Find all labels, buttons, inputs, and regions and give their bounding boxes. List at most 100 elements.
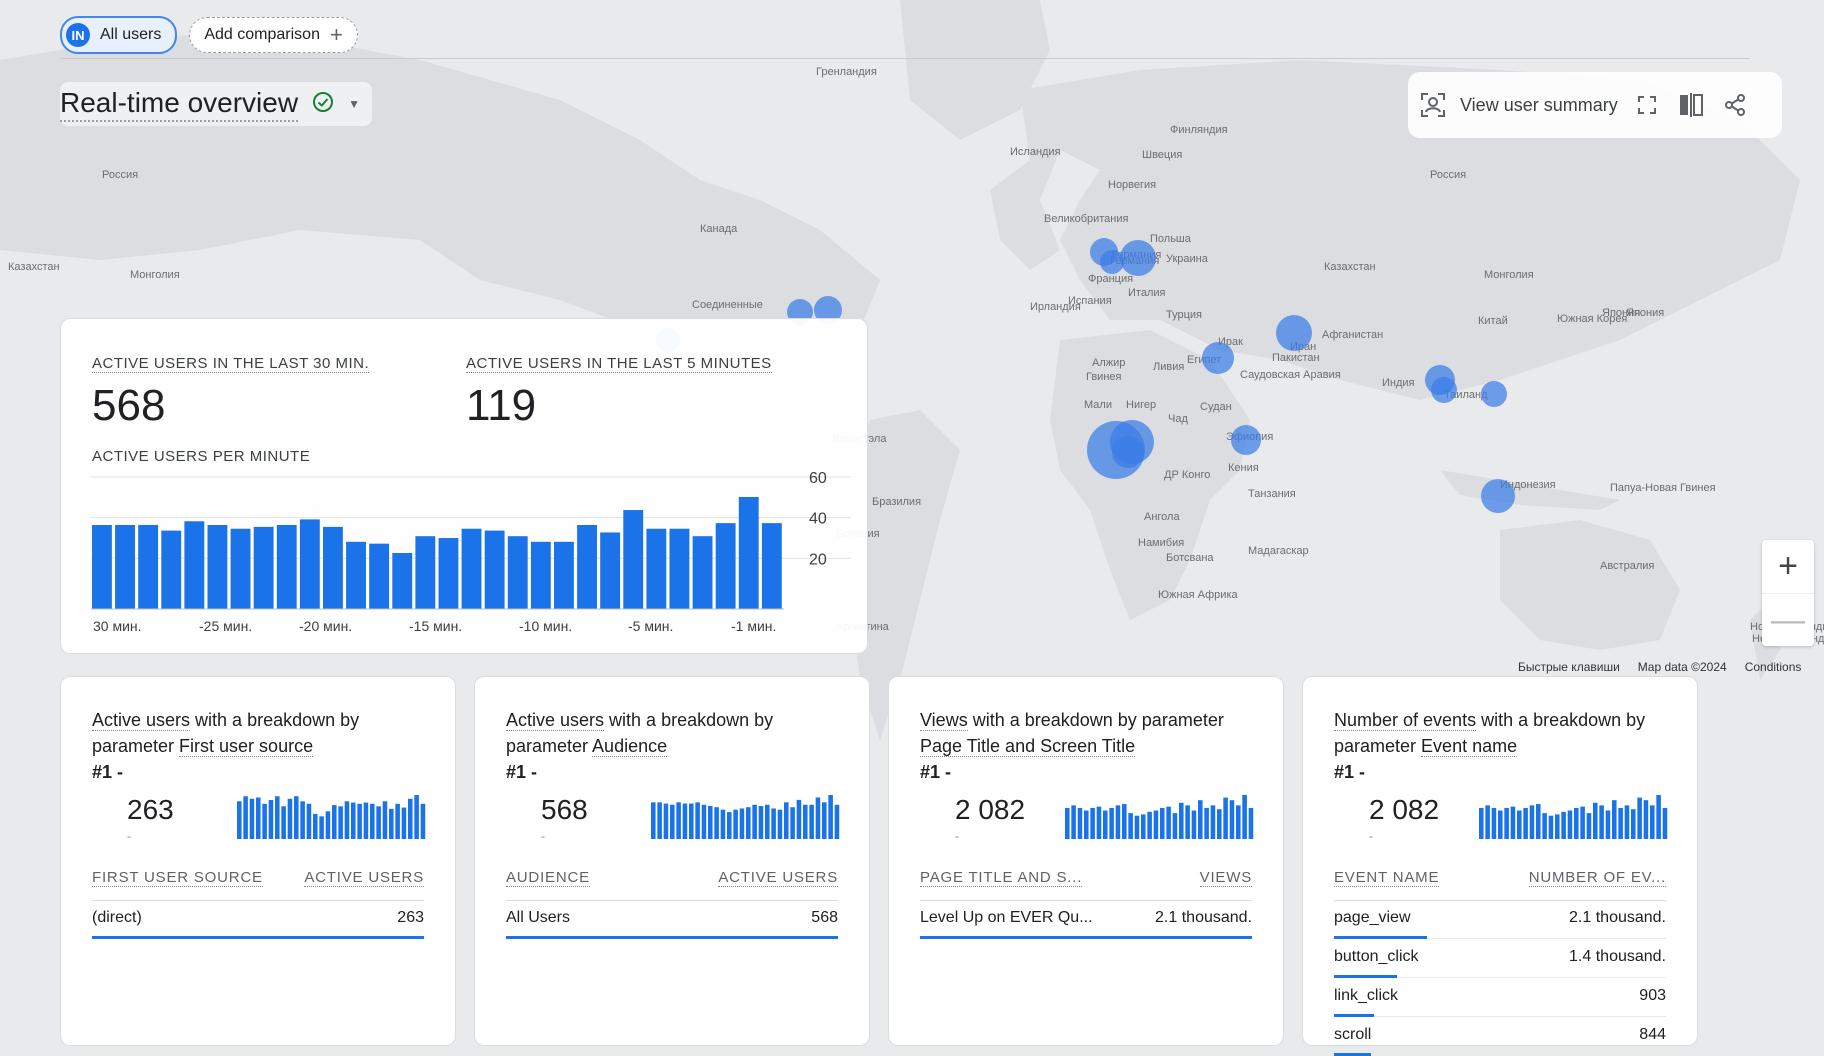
location-dot [1120,240,1156,276]
row-share-bar [1334,936,1427,939]
bar[interactable] [738,497,759,609]
bar[interactable] [392,553,413,609]
spark-bar [1223,797,1228,839]
spark-bar [1479,807,1484,839]
bar[interactable] [161,530,182,609]
active-30-label[interactable]: ACTIVE USERS IN THE LAST 30 MIN. [92,355,370,373]
add-comparison-button[interactable]: Add comparison + [189,17,358,53]
page-title: Real-time overview [60,86,299,122]
bar[interactable] [253,526,274,609]
bar[interactable] [184,521,205,609]
dimension-selector[interactable]: Page Title and Screen Title [920,736,1136,757]
bar[interactable] [230,528,251,609]
map-label: Канада [700,223,738,235]
spark-bar [1643,800,1649,839]
bar[interactable] [761,523,782,609]
spark-bar [306,803,312,839]
map-label: Исландия [1010,146,1061,158]
row-name: page_view [1334,909,1411,926]
view-user-summary-label: View user summary [1460,94,1618,115]
chevron-down-icon[interactable]: ▼ [348,97,360,111]
table-row[interactable]: Level Up on EVER Qu... 2.1 thousand. [920,901,1252,939]
column-header[interactable]: NUMBER OF EV... [1528,869,1666,887]
bar[interactable] [138,525,159,609]
bar[interactable] [369,543,390,609]
bar[interactable] [438,538,459,609]
dimension-selector[interactable]: First user source [179,736,314,757]
spark-bar [319,816,324,839]
metric-selector[interactable]: Number of events [1334,710,1477,731]
zoom-in-button[interactable]: + [1778,547,1798,585]
table-row[interactable]: button_click 1.4 thousand. [1334,940,1666,978]
metric-selector[interactable]: Active users [506,710,605,731]
spark-bar [1217,809,1222,839]
keyboard-shortcuts-link[interactable]: Быстрые клавиши [1518,660,1620,674]
spark-bar [1084,810,1089,839]
table-row[interactable]: link_click 903 [1334,979,1666,1017]
all-users-chip[interactable]: IN All users [60,16,178,54]
spark-bar [313,813,318,839]
column-header[interactable]: ACTIVE USERS [718,869,838,887]
bar[interactable] [484,530,505,609]
spark-bar [1090,807,1095,839]
bar[interactable] [92,525,112,609]
bar[interactable] [600,532,621,609]
bar[interactable] [530,541,551,609]
spark-bar [420,803,426,839]
bar[interactable] [507,536,528,609]
spark-bar [294,796,299,839]
bar[interactable] [692,536,713,609]
column-header[interactable]: VIEWS [1199,869,1252,887]
bar[interactable] [646,528,667,609]
bar[interactable] [323,526,343,609]
column-header[interactable]: FIRST USER SOURCE [92,869,263,887]
bar[interactable] [715,523,736,609]
metric-selector[interactable]: Active users [92,710,191,731]
column-header[interactable]: PAGE TITLE AND S... [920,869,1083,887]
conditions-link[interactable]: Conditions [1744,660,1802,674]
table-row[interactable]: (direct) 263 [92,901,424,939]
active-5-label[interactable]: ACTIVE USERS IN THE LAST 5 MINUTES [466,355,772,373]
column-header[interactable]: ACTIVE USERS [304,869,424,887]
bar[interactable] [207,525,228,609]
row-value: 2.1 thousand. [1569,909,1666,926]
bar[interactable] [346,541,366,609]
bar[interactable] [276,525,297,609]
map-label: Соединенные [692,299,763,311]
bar[interactable] [554,541,574,609]
view-user-summary-button[interactable]: View user summary [1420,92,1618,118]
table-row[interactable]: All Users 568 [506,901,838,939]
x-tick-label: -20 мин. [299,618,352,634]
table-row[interactable]: page_view 2.1 thousand. [1334,901,1666,939]
spark-bar [815,797,821,839]
bar[interactable] [669,528,690,609]
map-label: Ботсвана [1166,552,1214,564]
bar[interactable] [577,525,597,609]
bar[interactable] [415,536,436,609]
y-tick-label: 20 [809,551,827,568]
dimension-selector[interactable]: Audience [592,736,668,757]
x-tick-label: -1 мин. [731,618,776,634]
zoom-out-button[interactable]: — [1762,593,1814,647]
dimension-selector[interactable]: Event name [1421,736,1518,757]
column-header[interactable]: EVENT NAME [1334,869,1440,887]
top-value: 263 [127,794,174,825]
location-dot [1231,425,1261,455]
sparkline-chart [237,795,426,839]
spark-bar [1485,805,1490,839]
spark-bar [325,811,331,839]
spark-bar [1631,809,1636,839]
share-icon[interactable] [1720,90,1750,120]
table-row[interactable]: scroll 844 [1334,1018,1666,1056]
bar[interactable] [115,525,135,609]
bar[interactable] [461,528,482,609]
fullscreen-icon[interactable] [1632,90,1662,120]
spark-bar [752,804,757,839]
metric-selector[interactable]: Views [920,710,968,731]
bar[interactable] [623,510,644,609]
location-dot [1112,436,1144,468]
bar[interactable] [299,519,320,609]
compare-columns-icon[interactable] [1676,90,1706,120]
active-users-bar-chart[interactable]: 20 40 60 30 мин. -25 мин. -20 мин. -15 мин. -10… [81,469,851,644]
column-header[interactable]: AUDIENCE [506,869,590,887]
